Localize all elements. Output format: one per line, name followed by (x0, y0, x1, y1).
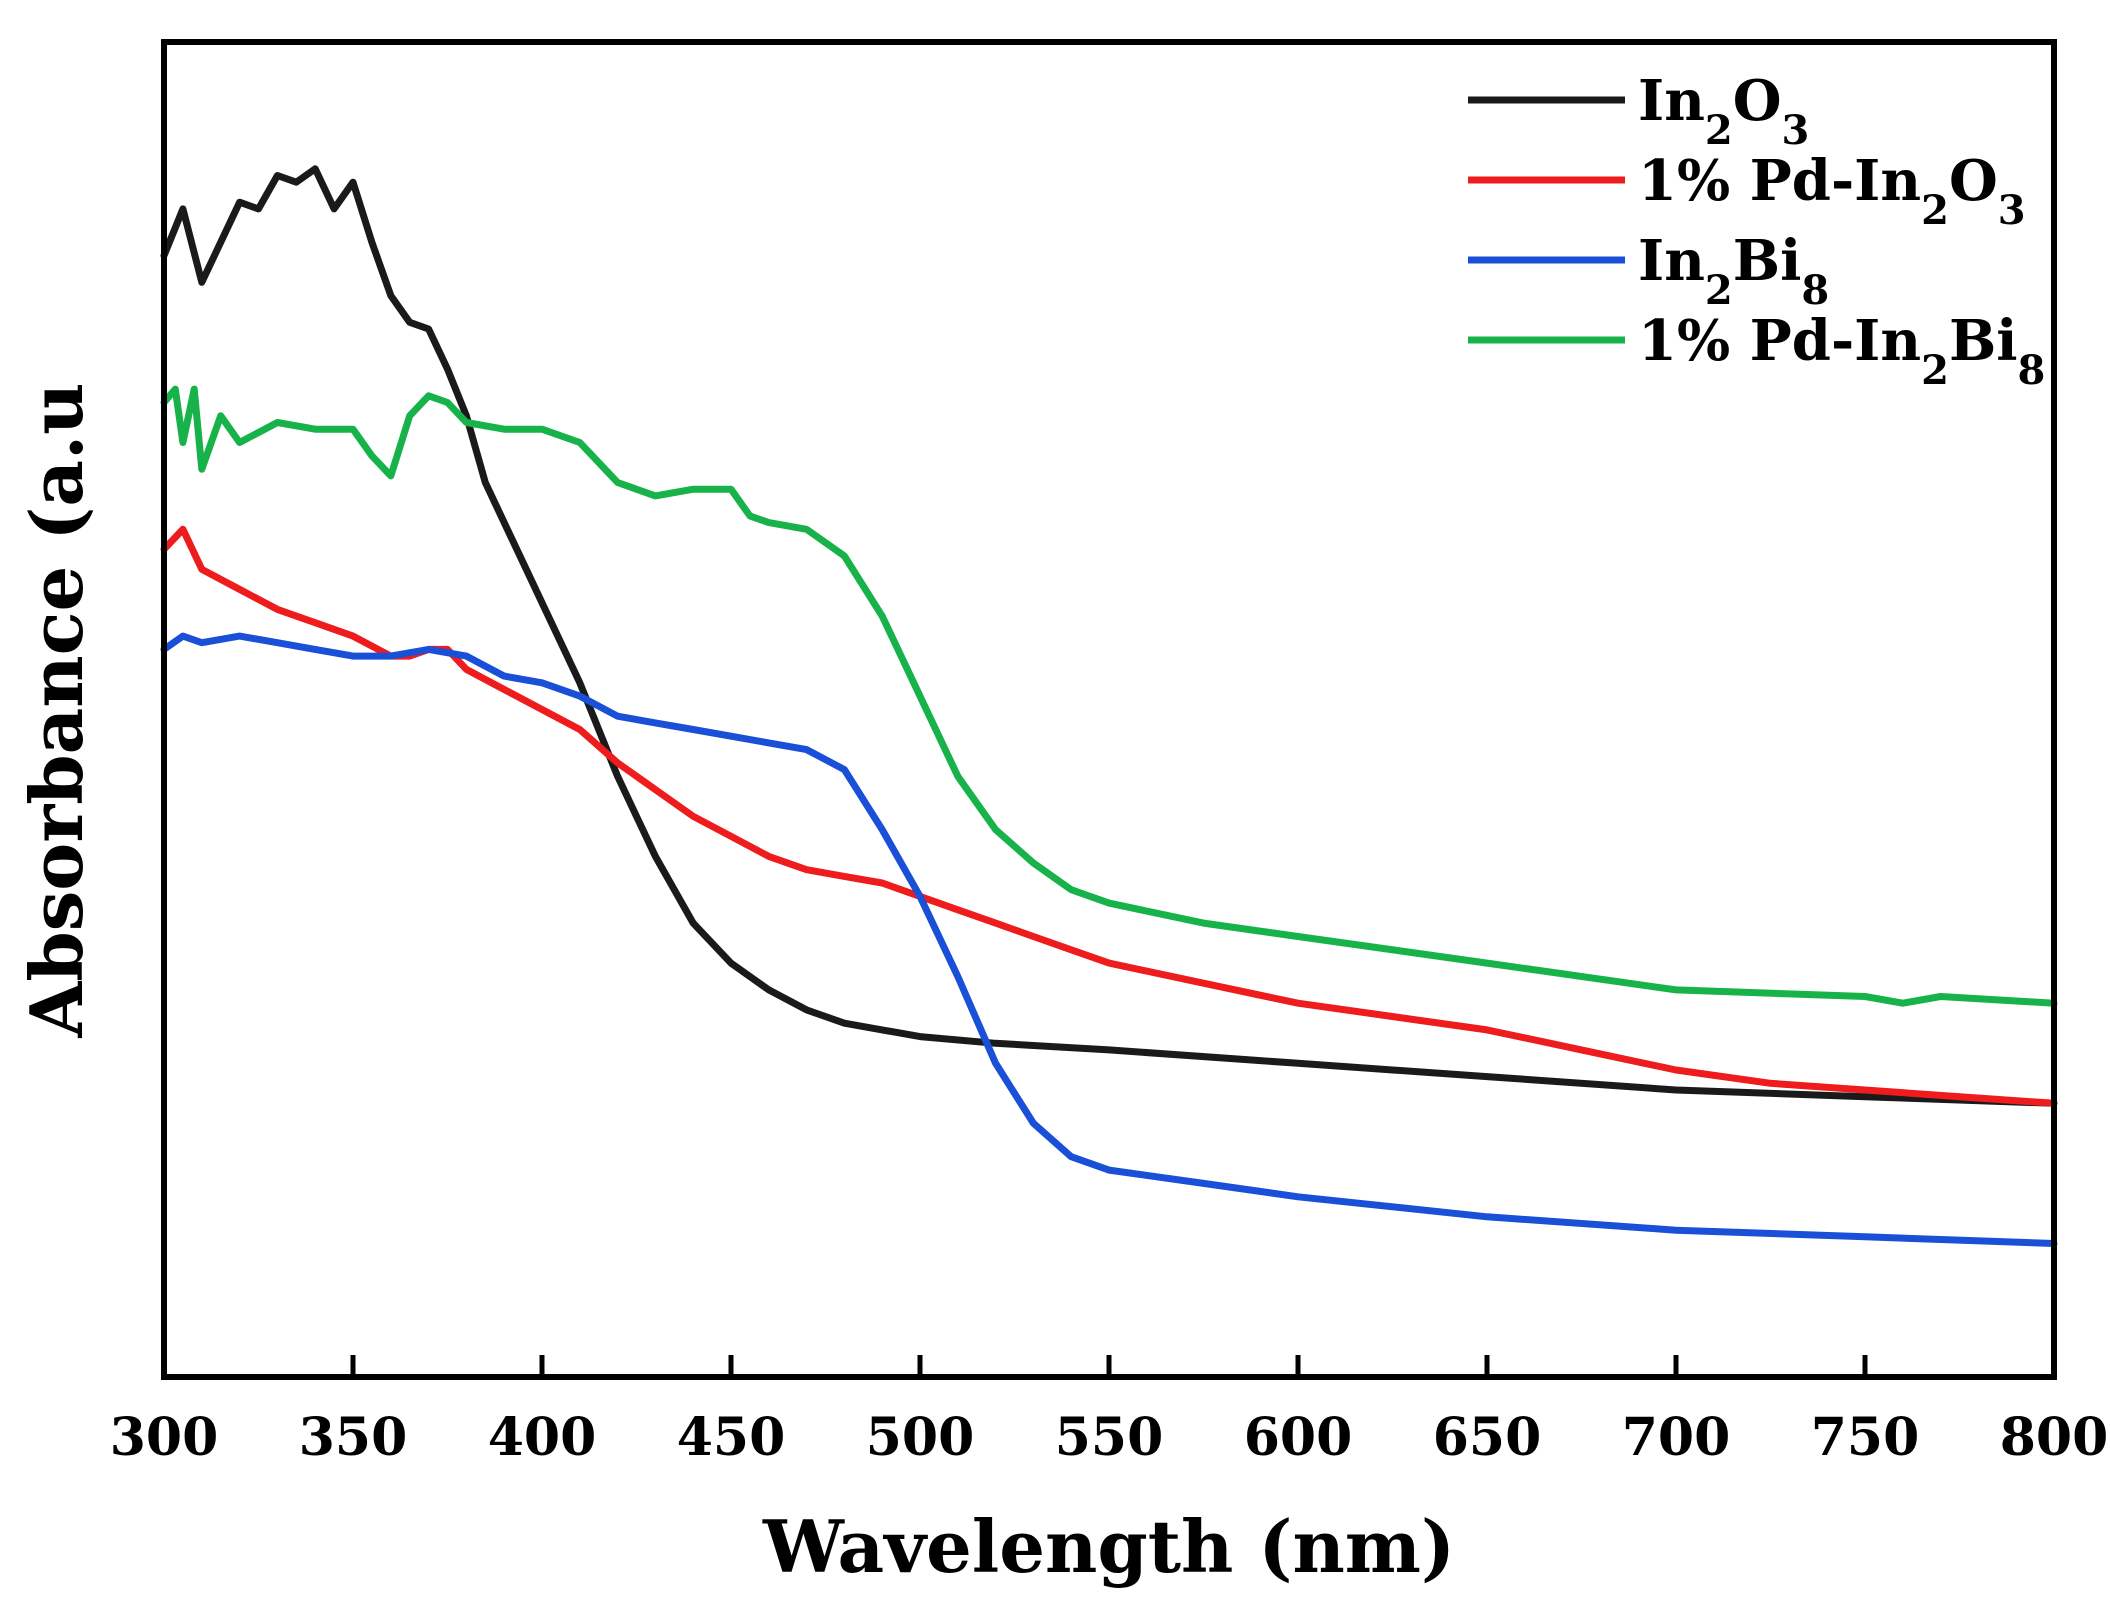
x-tick-label-2: 400 (488, 1407, 597, 1468)
x-tick-label-5: 550 (1055, 1407, 1164, 1468)
legend-label-0: In2O3 (1638, 68, 1809, 154)
x-tick-label-1: 350 (299, 1407, 408, 1468)
x-tick-label-0: 300 (110, 1407, 219, 1468)
series-line-2 (160, 632, 2058, 1247)
x-tick-label-8: 700 (1622, 1407, 1731, 1468)
x-tick-label-10: 800 (2000, 1407, 2109, 1468)
series-layer (160, 165, 2058, 1247)
x-tick-label-3: 450 (677, 1407, 786, 1468)
series-line-3 (160, 385, 2058, 1007)
legend-label-1: 1% Pd-In2O3 (1638, 148, 2026, 234)
x-tick-label-7: 650 (1433, 1407, 1542, 1468)
legend-label-3: 1% Pd-In2Bi8 (1638, 308, 2045, 394)
legend-label-2: In2Bi8 (1638, 228, 1829, 314)
y-axis-title: Absorbance (a.u (14, 383, 99, 1039)
x-tick-label-4: 500 (866, 1407, 975, 1468)
x-axis-title: Wavelength (nm) (762, 1504, 1455, 1589)
x-tick-label-6: 600 (1244, 1407, 1353, 1468)
x-tick-label-9: 750 (1811, 1407, 1920, 1468)
series-line-1 (160, 525, 2058, 1107)
tick-layer: 300 350 400 450 500 550 600 650 700 750 800 (110, 1355, 2109, 1468)
